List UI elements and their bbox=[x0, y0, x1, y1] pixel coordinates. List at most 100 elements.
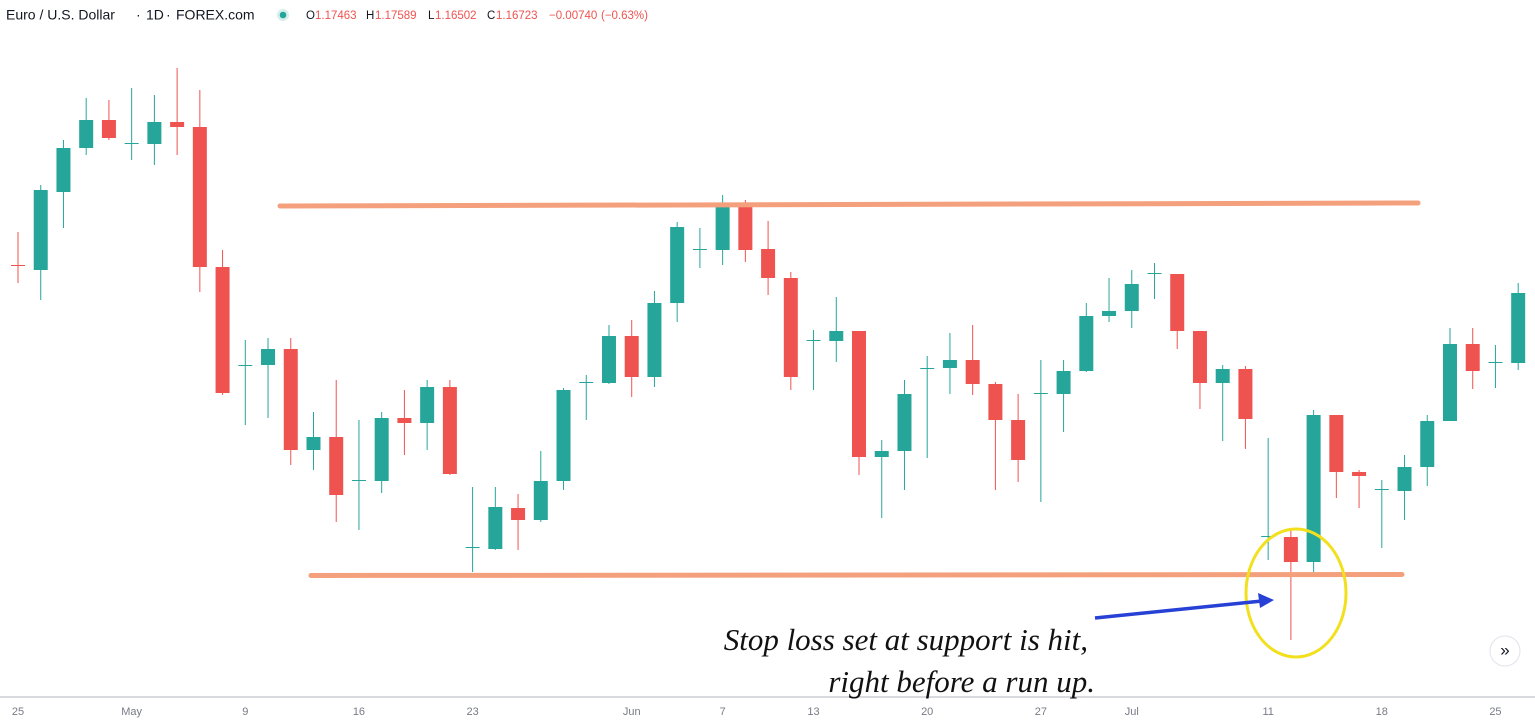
candles bbox=[11, 68, 1526, 640]
candle-body bbox=[1215, 369, 1230, 383]
candle-body bbox=[624, 336, 639, 377]
x-tick-label: 25 bbox=[12, 706, 24, 718]
highlight-ellipse bbox=[1244, 527, 1348, 659]
legend-header: Euro / U.S. Dollar · 1D · FOREX.com O 1.… bbox=[6, 7, 648, 23]
candle-body bbox=[1488, 362, 1503, 363]
ohlc-value: 1.17589 bbox=[375, 10, 417, 22]
x-tick-label: 13 bbox=[807, 706, 819, 718]
candle-body bbox=[579, 382, 594, 383]
candle-body bbox=[647, 303, 662, 377]
ohlc-value: 1.17463 bbox=[315, 10, 357, 22]
candle-body bbox=[1011, 420, 1026, 460]
candle-body bbox=[329, 437, 344, 495]
ohlc-letter: H bbox=[366, 10, 374, 22]
annotation: right before a run up. bbox=[828, 664, 1095, 699]
annotation: Stop loss set at support is hit, bbox=[724, 622, 1088, 657]
x-tick-label: 27 bbox=[1035, 706, 1047, 718]
ohlc-letter: C bbox=[487, 10, 495, 22]
x-tick-label: 20 bbox=[921, 706, 933, 718]
candle-body bbox=[692, 249, 707, 250]
candle-body bbox=[533, 481, 548, 520]
candle-body bbox=[1511, 293, 1526, 363]
arrow-head bbox=[1258, 593, 1274, 608]
x-tick-label: 9 bbox=[242, 706, 248, 718]
candle-body bbox=[283, 349, 298, 450]
candle-body bbox=[1397, 467, 1412, 491]
candle-body bbox=[1102, 311, 1117, 316]
ohlc-value: 1.16502 bbox=[435, 10, 477, 22]
candle-body bbox=[101, 120, 116, 138]
candle-body bbox=[601, 336, 616, 383]
candle-body bbox=[965, 360, 980, 384]
candle-body bbox=[351, 480, 366, 481]
candle-body bbox=[1352, 472, 1367, 476]
candle-body bbox=[874, 451, 889, 457]
candle-body bbox=[147, 122, 162, 144]
candle-body bbox=[374, 418, 389, 481]
separator: · bbox=[166, 7, 171, 23]
candle-body bbox=[1056, 371, 1071, 394]
ohlc-letter: L bbox=[428, 10, 435, 22]
symbol: Euro / U.S. Dollar bbox=[6, 7, 115, 23]
candle-body bbox=[1329, 415, 1344, 472]
candle-body bbox=[124, 143, 139, 144]
scroll-button-icon[interactable]: » bbox=[1500, 640, 1509, 659]
status-dot bbox=[279, 11, 287, 19]
x-tick-label: 23 bbox=[466, 706, 478, 718]
candle-body bbox=[556, 390, 571, 481]
candle-body bbox=[261, 349, 276, 365]
x-tick-label: 11 bbox=[1262, 706, 1273, 718]
support-line bbox=[308, 572, 1405, 578]
scroll-button[interactable]: » bbox=[1489, 635, 1521, 667]
candle-body bbox=[829, 331, 844, 341]
scroll-button-circle[interactable] bbox=[1489, 635, 1521, 667]
candle-body bbox=[192, 127, 207, 267]
candle-body bbox=[988, 384, 1003, 420]
candle-body bbox=[170, 122, 185, 127]
ohlc-letter: O bbox=[306, 10, 315, 22]
candle-body bbox=[1306, 415, 1321, 562]
candle-body bbox=[511, 508, 526, 520]
resistance-line bbox=[277, 200, 1421, 209]
candle-body bbox=[420, 387, 435, 423]
x-tick-label: May bbox=[121, 706, 142, 718]
candle-body bbox=[806, 340, 821, 341]
candle-body bbox=[942, 360, 957, 368]
candle-body bbox=[465, 547, 480, 548]
candle-body bbox=[1147, 273, 1162, 274]
candle-body bbox=[852, 331, 867, 457]
candle-body bbox=[1238, 369, 1253, 419]
candle-body bbox=[1442, 344, 1457, 421]
candle-body bbox=[670, 227, 685, 303]
candle-body bbox=[442, 387, 457, 474]
candle-body bbox=[215, 267, 230, 393]
change: −0.00740 bbox=[549, 10, 597, 22]
x-tick-label: 16 bbox=[353, 706, 365, 718]
x-tick-label: 7 bbox=[720, 706, 726, 718]
candle-body bbox=[715, 205, 730, 250]
x-tick-label: Jun bbox=[623, 706, 641, 718]
arrow-shaft bbox=[1094, 599, 1263, 620]
candle-body bbox=[761, 249, 776, 278]
candle-body bbox=[1465, 344, 1480, 371]
candle-body bbox=[920, 368, 935, 369]
candle-body bbox=[1420, 421, 1435, 467]
candle-body bbox=[1079, 316, 1094, 371]
candle-body bbox=[56, 148, 71, 192]
candle-body bbox=[11, 265, 25, 266]
candle-body bbox=[1261, 536, 1276, 537]
candle-body bbox=[1170, 274, 1185, 331]
x-tick-label: 25 bbox=[1489, 706, 1501, 718]
x-tick-label: Jul bbox=[1125, 706, 1139, 718]
candle-body bbox=[1124, 284, 1139, 311]
ohlc-value: 1.16723 bbox=[496, 10, 538, 22]
candle-body bbox=[897, 394, 912, 451]
candle-body bbox=[238, 365, 253, 366]
change-percent: (−0.63%) bbox=[601, 10, 648, 22]
candle-body bbox=[1374, 489, 1389, 490]
candle-body bbox=[1283, 537, 1298, 562]
x-tick-label: 18 bbox=[1376, 706, 1388, 718]
candle-body bbox=[488, 507, 503, 549]
